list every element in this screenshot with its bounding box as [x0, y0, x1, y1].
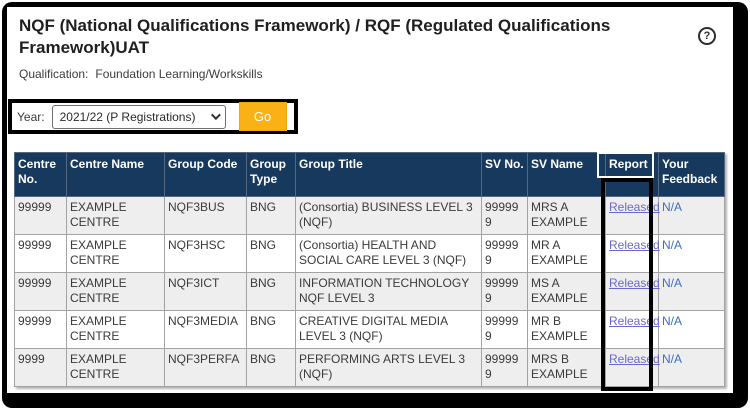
page-title: NQF (National Qualifications Framework) …	[19, 16, 611, 58]
cell-sv-no: 999999	[481, 310, 528, 349]
cell-feedback: N/A	[658, 272, 725, 311]
cell-group-code: NQF3BUS	[164, 196, 247, 235]
cell-report: Released	[605, 196, 660, 235]
released-link[interactable]: Released	[609, 238, 660, 252]
cell-sv-no: 999999	[481, 234, 528, 273]
cell-centre-name: EXAMPLE CENTRE	[66, 310, 165, 349]
table-row: 99999 EXAMPLE CENTRE NQF3HSC BNG (Consor…	[14, 234, 725, 273]
feedback-value: N/A	[662, 238, 683, 252]
cell-report: Released	[605, 234, 660, 273]
col-header-report: Report	[605, 152, 659, 197]
table-header-row: Centre No. Centre Name Group Code Group …	[14, 152, 725, 197]
released-link[interactable]: Released	[609, 352, 660, 366]
cell-group-title: (Consortia) HEALTH AND SOCIAL CARE LEVEL…	[295, 234, 482, 273]
cell-sv-no: 999999	[481, 272, 528, 311]
table-row: 99999 EXAMPLE CENTRE NQF3ICT BNG INFORMA…	[14, 272, 725, 311]
cell-sv-name: MRS B EXAMPLE	[527, 348, 606, 387]
chevron-down-icon	[210, 110, 221, 121]
go-button[interactable]: Go	[238, 102, 287, 131]
cell-sv-no: 999999	[481, 348, 528, 387]
cell-group-title: INFORMATION TECHNOLOGY NQF LEVEL 3	[295, 272, 482, 311]
cell-sv-name: MRS A EXAMPLE	[527, 196, 606, 235]
feedback-value: N/A	[662, 352, 683, 366]
released-link[interactable]: Released	[609, 314, 660, 328]
cell-report: Released	[605, 348, 660, 387]
cell-group-code: NQF3ICT	[164, 272, 247, 311]
table-row: 99999 EXAMPLE CENTRE NQF3MEDIA BNG CREAT…	[14, 310, 725, 349]
col-header-centre-no: Centre No.	[14, 152, 67, 197]
year-label: Year:	[17, 109, 45, 124]
cell-group-type: BNG	[246, 310, 296, 349]
page-content: NQF (National Qualifications Framework) …	[7, 7, 733, 393]
cell-centre-name: EXAMPLE CENTRE	[66, 272, 165, 311]
cell-feedback: N/A	[658, 234, 725, 273]
cell-group-title: PERFORMING ARTS LEVEL 3 (NQF)	[295, 348, 482, 387]
feedback-value: N/A	[662, 314, 683, 328]
cell-centre-no: 99999	[14, 196, 67, 235]
cell-sv-name: MR B EXAMPLE	[527, 310, 606, 349]
cell-sv-no: 999999	[481, 196, 528, 235]
col-header-group-type: Group Type	[246, 152, 296, 197]
cell-sv-name: MR A EXAMPLE	[527, 234, 606, 273]
cell-group-type: BNG	[246, 348, 296, 387]
help-icon[interactable]: ?	[698, 27, 716, 45]
cell-group-code: NQF3PERFA	[164, 348, 247, 387]
table-row: 9999 EXAMPLE CENTRE NQF3PERFA BNG PERFOR…	[14, 348, 725, 387]
feedback-value: N/A	[662, 276, 683, 290]
cell-sv-name: MS A EXAMPLE	[527, 272, 606, 311]
col-header-sv-name: SV Name	[527, 152, 606, 197]
cell-group-title: (Consortia) BUSINESS LEVEL 3 (NQF)	[295, 196, 482, 235]
cell-centre-name: EXAMPLE CENTRE	[66, 234, 165, 273]
cell-centre-name: EXAMPLE CENTRE	[66, 196, 165, 235]
cell-group-code: NQF3HSC	[164, 234, 247, 273]
qualification-line: Qualification: Foundation Learning/Worksk…	[19, 67, 263, 81]
cell-feedback: N/A	[658, 348, 725, 387]
cell-group-code: NQF3MEDIA	[164, 310, 247, 349]
cell-centre-name: EXAMPLE CENTRE	[66, 348, 165, 387]
released-link[interactable]: Released	[609, 200, 660, 214]
year-filter-highlight-box: Year: 2021/22 (P Registrations) Go	[8, 99, 298, 134]
cell-centre-no: 99999	[14, 272, 67, 311]
cell-group-title: CREATIVE DIGITAL MEDIA LEVEL 3 (NQF)	[295, 310, 482, 349]
cell-group-type: BNG	[246, 272, 296, 311]
col-header-group-title: Group Title	[295, 152, 482, 197]
table-row: 99999 EXAMPLE CENTRE NQF3BUS BNG (Consor…	[14, 196, 725, 235]
cell-report: Released	[605, 310, 660, 349]
year-select-value: 2021/22 (P Registrations)	[59, 109, 196, 124]
feedback-value: N/A	[662, 200, 683, 214]
col-header-group-code: Group Code	[164, 152, 247, 197]
cell-group-type: BNG	[246, 234, 296, 273]
cell-feedback: N/A	[658, 196, 725, 235]
col-header-your-feedback: Your Feedback	[658, 152, 725, 197]
col-header-centre-name: Centre Name	[66, 152, 165, 197]
year-select[interactable]: 2021/22 (P Registrations)	[51, 104, 226, 129]
cell-group-type: BNG	[246, 196, 296, 235]
cell-report: Released	[605, 272, 660, 311]
cell-centre-no: 99999	[14, 234, 67, 273]
qualification-value: Foundation Learning/Workskills	[95, 67, 263, 81]
cell-feedback: N/A	[658, 310, 725, 349]
results-table: Centre No. Centre Name Group Code Group …	[14, 152, 725, 387]
released-link[interactable]: Released	[609, 276, 660, 290]
cell-centre-no: 9999	[14, 348, 67, 387]
cell-centre-no: 99999	[14, 310, 67, 349]
qualification-label: Qualification:	[19, 67, 89, 81]
col-header-sv-no: SV No.	[481, 152, 528, 197]
